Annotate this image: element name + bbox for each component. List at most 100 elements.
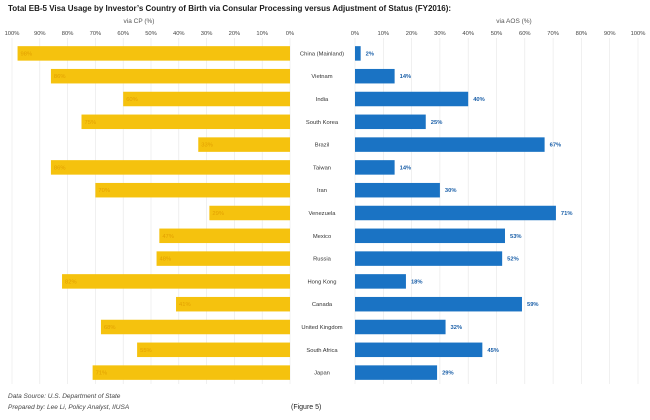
aos-bar (355, 205, 556, 221)
cp-bar (209, 205, 290, 221)
cp-data-label: 82% (65, 279, 77, 285)
cp-data-label: 48% (160, 257, 172, 263)
aos-data-label: 67% (550, 143, 562, 149)
aos-data-label: 32% (451, 325, 463, 331)
category-label: Canada (312, 302, 333, 308)
cp-data-label: 29% (212, 211, 224, 217)
data-source-note: Data Source: U.S. Department of State (8, 393, 121, 400)
cp-tick-label: 30% (201, 31, 213, 37)
cp-bar (100, 319, 291, 335)
cp-tick-label: 60% (117, 31, 129, 37)
cp-tick-label: 40% (173, 31, 185, 37)
cp-data-label: 47% (162, 234, 174, 240)
aos-data-label: 45% (487, 348, 499, 354)
aos-data-label: 14% (400, 74, 412, 80)
aos-tick-label: 20% (406, 31, 418, 37)
cp-bar (156, 251, 290, 266)
aos-data-label: 14% (400, 165, 412, 171)
aos-data-label: 18% (411, 279, 423, 285)
cp-tick-label: 70% (90, 31, 102, 37)
cp-data-label: 33% (201, 143, 213, 149)
aos-data-label: 2% (366, 51, 374, 57)
aos-bar (355, 160, 395, 175)
cp-bar (159, 228, 290, 244)
cp-data-label: 68% (104, 325, 116, 331)
aos-bar (355, 182, 440, 198)
cp-tick-label: 50% (145, 31, 157, 37)
aos-tick-label: 0% (351, 31, 359, 37)
aos-data-label: 71% (561, 211, 573, 217)
aos-axis-label: via AOS (%) (496, 18, 531, 25)
cp-tick-label: 100% (5, 31, 20, 37)
category-label: Venezuela (308, 211, 336, 217)
category-label: South Korea (306, 120, 339, 126)
aos-data-label: 40% (473, 97, 485, 103)
category-label: South Africa (306, 348, 338, 354)
cp-tick-label: 0% (286, 31, 294, 37)
aos-data-label: 30% (445, 188, 457, 194)
prepared-by-note: Prepared by: Lee Li, Policy Analyst, IIU… (8, 404, 130, 411)
cp-bar (176, 296, 290, 312)
cp-bar (95, 182, 291, 198)
cp-data-label: 70% (98, 188, 110, 194)
cp-bar (123, 91, 290, 107)
cp-bar (137, 342, 290, 358)
cp-bar (81, 114, 290, 130)
cp-bar (50, 68, 290, 84)
cp-tick-label: 20% (229, 31, 241, 37)
cp-chart: via CP (%) 100% 90% 80% 70% 60% 50% 40% 30% 20% 10… (5, 18, 294, 384)
aos-data-label: 29% (442, 371, 454, 377)
aos-bar (355, 251, 503, 266)
aos-chart: via AOS (%) 0% 10% 20% 30% 40% 50% 60% 70% 80% 90%… (300, 18, 645, 384)
cp-data-label: 71% (96, 371, 108, 377)
category-label: Iran (317, 188, 327, 194)
category-label: Brazil (315, 143, 330, 149)
aos-bar (355, 296, 522, 312)
aos-data-label: 53% (510, 234, 522, 240)
aos-tick-label: 90% (604, 31, 616, 37)
aos-tick-label: 40% (462, 31, 474, 37)
category-label: United Kingdom (301, 325, 342, 331)
aos-data-label: 25% (431, 120, 443, 126)
aos-tick-label: 100% (631, 31, 646, 37)
aos-tick-label: 80% (576, 31, 588, 37)
aos-bar (355, 46, 361, 61)
cp-bar (50, 160, 290, 175)
cp-data-label: 60% (126, 97, 138, 103)
category-label: Hong Kong (307, 279, 336, 285)
category-label: Vietnam (311, 74, 332, 80)
figure-caption: (Figure 5) (291, 404, 322, 411)
cp-tick-label: 80% (62, 31, 74, 37)
cp-data-label: 98% (21, 51, 33, 57)
chart-title: Total EB-5 Visa Usage by Investor’s Coun… (8, 4, 452, 13)
cp-data-label: 41% (179, 302, 191, 308)
aos-data-label: 52% (507, 257, 519, 263)
category-label: Japan (314, 371, 330, 377)
aos-bar (355, 68, 395, 84)
aos-tick-label: 60% (519, 31, 531, 37)
category-label: Russia (313, 257, 331, 263)
aos-bar (355, 91, 469, 107)
cp-bar (92, 365, 291, 380)
aos-tick-label: 50% (491, 31, 503, 37)
aos-bar (355, 319, 446, 335)
aos-bar (355, 342, 483, 358)
aos-bar (355, 114, 426, 130)
cp-tick-label: 90% (34, 31, 46, 37)
cp-data-label: 75% (85, 120, 97, 126)
cp-data-label: 86% (54, 74, 66, 80)
aos-tick-label: 30% (434, 31, 446, 37)
aos-bar (355, 274, 406, 289)
aos-bar (355, 365, 438, 380)
category-label: India (316, 97, 329, 103)
aos-tick-label: 10% (377, 31, 389, 37)
cp-bar (62, 274, 290, 289)
category-label: Taiwan (313, 165, 331, 171)
cp-data-label: 86% (54, 165, 66, 171)
aos-tick-label: 70% (547, 31, 559, 37)
aos-data-label: 59% (527, 302, 539, 308)
category-label: Mexico (313, 234, 331, 240)
cp-bar (17, 46, 291, 61)
cp-data-label: 55% (140, 348, 152, 354)
